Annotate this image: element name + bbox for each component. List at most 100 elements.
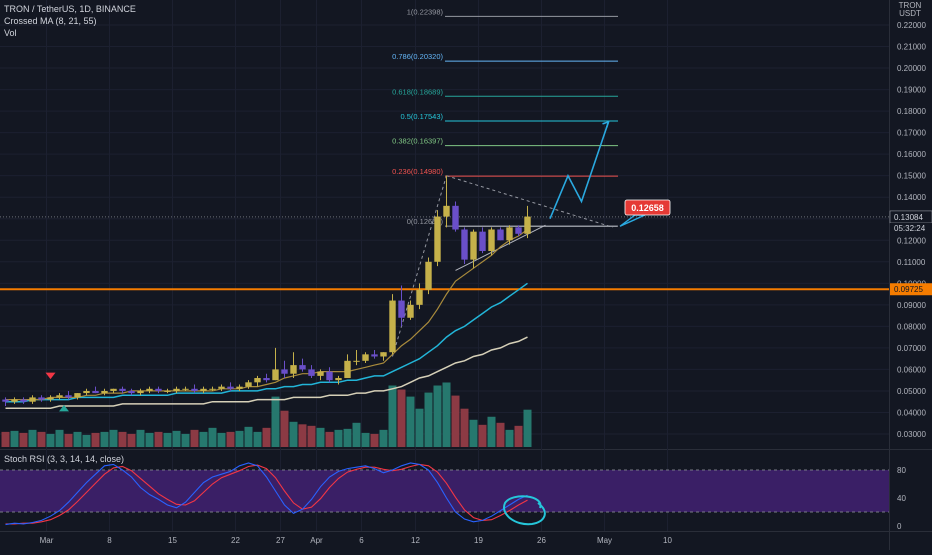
fib-level-label: 0.618(0.18689) — [392, 87, 443, 96]
candle-body — [452, 205, 459, 230]
candle-body — [335, 378, 342, 381]
volume-bar — [415, 408, 424, 447]
candle-body — [506, 227, 513, 241]
volume-bar — [334, 429, 343, 447]
rsi-tick-label: 0 — [897, 522, 902, 531]
volume-bar — [1, 431, 10, 447]
candle-body — [425, 261, 432, 290]
candle-body — [155, 388, 162, 391]
countdown-label: 05:32:24 — [894, 224, 926, 233]
price-tick-label: 0.07000 — [897, 344, 926, 353]
fib-level-label: 0.786(0.20320) — [392, 52, 443, 61]
volume-bar — [361, 432, 370, 447]
volume-bar — [514, 425, 523, 447]
volume-bar — [379, 429, 388, 447]
volume-bar — [469, 419, 478, 447]
volume-bar — [307, 425, 316, 447]
time-axis-label: 10 — [663, 536, 672, 545]
volume-bar — [19, 432, 28, 447]
price-tick-label: 0.19000 — [897, 86, 926, 95]
candle-body — [218, 386, 225, 389]
price-tick-label: 0.22000 — [897, 21, 926, 30]
candle-body — [353, 360, 360, 362]
price-tick-label: 0.21000 — [897, 43, 926, 52]
time-axis-label: Apr — [310, 536, 323, 545]
candle-body — [137, 390, 144, 394]
price-tick-label: 0.09000 — [897, 301, 926, 310]
ma8-line — [5, 229, 528, 401]
candle-body — [254, 378, 261, 383]
time-axis-label: May — [597, 536, 612, 545]
candle-body — [173, 388, 180, 391]
candle-body — [416, 289, 423, 305]
volume-bar — [46, 433, 55, 447]
volume-bar — [226, 431, 235, 447]
volume-bar — [217, 432, 226, 447]
candle-body — [443, 205, 450, 217]
indicator-stoch-rsi: Stoch RSI (3, 3, 14, 14, close) — [4, 454, 125, 464]
volume-bar — [496, 422, 505, 447]
volume-bar — [118, 431, 127, 447]
rsi-k-line — [5, 462, 528, 526]
target-badge-label: 0.12658 — [631, 203, 664, 213]
time-axis-label: 26 — [537, 536, 546, 545]
time-axis-label: 15 — [168, 536, 177, 545]
candle-body — [524, 216, 531, 234]
candle-body — [38, 397, 45, 400]
volume-bar — [181, 433, 190, 447]
volume-bar — [73, 431, 82, 447]
candle-body — [110, 388, 117, 391]
volume-bar — [523, 409, 532, 447]
candle-body — [200, 388, 207, 391]
volume-bar — [199, 431, 208, 447]
volume-bar — [460, 408, 469, 447]
candle-body — [497, 229, 504, 241]
volume-bar — [145, 432, 154, 447]
candle-body — [380, 352, 387, 357]
candle-body — [236, 386, 243, 389]
volume-bar — [100, 431, 109, 447]
price-tick-label: 0.11000 — [897, 258, 926, 267]
candle-body — [92, 390, 99, 394]
candle-body — [227, 386, 234, 389]
volume-bar — [352, 422, 361, 447]
candle-body — [344, 360, 351, 379]
volume-bar — [64, 433, 73, 447]
candle-body — [2, 399, 9, 402]
volume-bar — [244, 426, 253, 447]
rsi-tick-label: 40 — [897, 494, 906, 503]
candle-body — [272, 369, 279, 381]
volume-bar — [388, 385, 397, 447]
candle-body — [308, 369, 315, 376]
volume-bar — [451, 395, 460, 447]
price-tick-label: 0.06000 — [897, 365, 926, 374]
target-badge — [624, 199, 671, 216]
time-axis-label: 6 — [359, 536, 364, 545]
rsi-band — [0, 470, 889, 512]
price-tick-label: 0.18000 — [897, 107, 926, 116]
candle-body — [29, 397, 36, 402]
candle-body — [281, 369, 288, 374]
current-price-label: 0.13084 — [894, 213, 923, 222]
candle-body — [11, 399, 18, 402]
volume-bar — [82, 434, 91, 447]
candle-body — [65, 395, 72, 398]
price-tick-label: 0.04000 — [897, 408, 926, 417]
volume-bar — [424, 392, 433, 447]
candle-body — [209, 388, 216, 390]
volume-bar — [109, 429, 118, 447]
time-axis-label: 22 — [231, 536, 240, 545]
candle-body — [407, 304, 414, 318]
volume-bar — [190, 429, 199, 447]
volume-bar — [316, 427, 325, 447]
candle-body — [371, 354, 378, 357]
time-axis-label: 8 — [107, 536, 112, 545]
price-axis-currency: TRON — [899, 1, 922, 10]
dashed-trendline — [446, 175, 614, 228]
candle-body — [299, 365, 306, 370]
candle-body — [434, 216, 441, 262]
candle-body — [191, 388, 198, 391]
volume-bar — [253, 431, 262, 447]
